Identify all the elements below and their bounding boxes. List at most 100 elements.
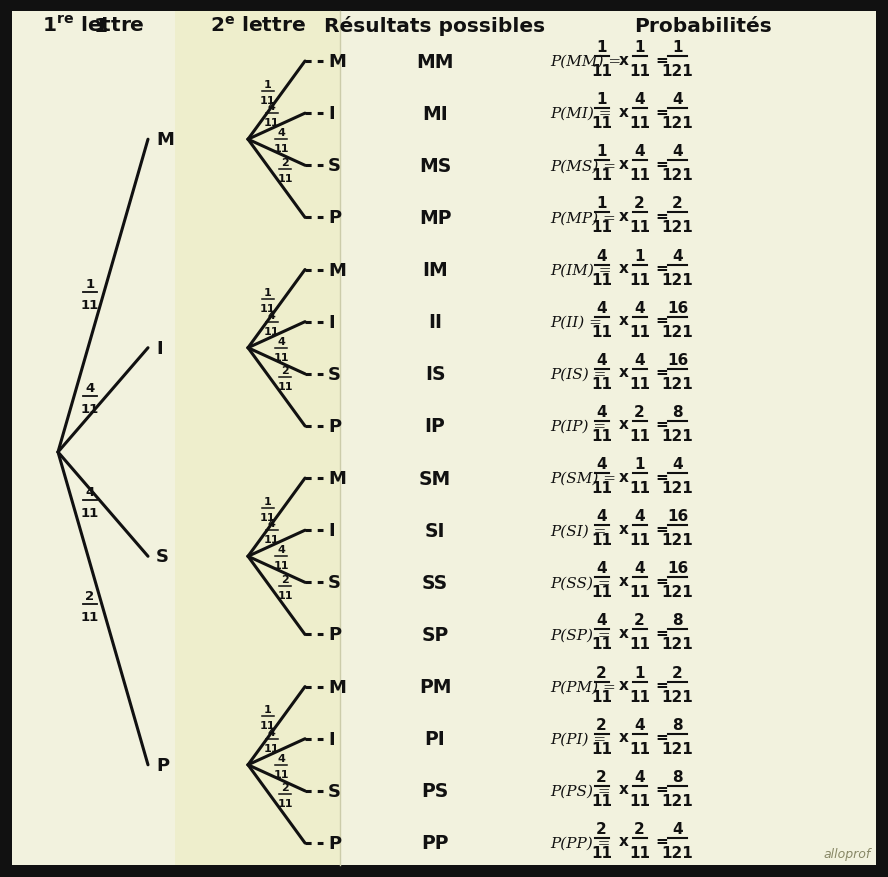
Text: 2: 2 [596, 821, 607, 836]
Text: 11: 11 [278, 381, 293, 392]
Text: 2: 2 [634, 821, 645, 836]
Text: P: P [328, 417, 341, 436]
Text: 4: 4 [634, 353, 645, 367]
Text: x: x [619, 521, 629, 536]
Text: 11: 11 [591, 793, 612, 808]
Text: P(MS) =: P(MS) = [550, 159, 621, 173]
Text: 2: 2 [281, 366, 289, 376]
Text: 121: 121 [662, 585, 694, 600]
Text: 4: 4 [672, 144, 683, 159]
Text: I: I [328, 105, 335, 123]
Text: MM: MM [416, 53, 454, 71]
Text: 1: 1 [634, 665, 645, 680]
Text: 11: 11 [629, 220, 650, 235]
Text: 11: 11 [629, 481, 650, 496]
Text: 4: 4 [634, 144, 645, 159]
Text: P(PS) =: P(PS) = [550, 784, 615, 798]
Text: 2: 2 [85, 589, 94, 602]
Text: 11: 11 [629, 845, 650, 860]
Text: x: x [619, 157, 629, 172]
Text: 4: 4 [634, 769, 645, 784]
Text: 11: 11 [274, 353, 289, 362]
Text: =: = [655, 574, 668, 588]
Text: 121: 121 [662, 220, 694, 235]
Text: x: x [619, 260, 629, 275]
Text: M: M [156, 131, 174, 149]
Text: 4: 4 [277, 753, 285, 763]
Text: IS: IS [424, 365, 445, 384]
Text: 11: 11 [278, 799, 293, 809]
Text: 2: 2 [672, 665, 683, 680]
Text: 2: 2 [634, 613, 645, 628]
Text: 16: 16 [667, 560, 688, 575]
Text: SM: SM [419, 469, 451, 488]
Text: x: x [619, 469, 629, 484]
Text: 2: 2 [634, 196, 645, 211]
Text: MI: MI [422, 104, 448, 124]
Text: 11: 11 [591, 116, 612, 131]
Text: 4: 4 [268, 310, 276, 320]
Text: M: M [328, 469, 345, 488]
Text: 4: 4 [268, 518, 276, 529]
Text: 11: 11 [629, 116, 650, 131]
Text: 1: 1 [597, 144, 607, 159]
Text: S: S [156, 547, 169, 566]
Text: 121: 121 [662, 481, 694, 496]
Text: 2: 2 [281, 574, 289, 584]
Text: 4: 4 [596, 509, 607, 524]
Text: 11: 11 [629, 324, 650, 339]
Bar [12, 12, 175, 865]
Text: S: S [328, 574, 341, 592]
Text: 11: 11 [274, 144, 289, 154]
Text: 4: 4 [596, 404, 607, 419]
Text: 16: 16 [667, 509, 688, 524]
Text: 1: 1 [264, 704, 272, 715]
Text: 8: 8 [672, 769, 683, 784]
Text: 11: 11 [264, 118, 280, 128]
Text: 2: 2 [596, 717, 607, 732]
Text: P(IP) =: P(IP) = [550, 419, 611, 433]
Text: 11: 11 [629, 272, 650, 287]
Text: P(SS) =: P(SS) = [550, 575, 615, 589]
Text: =: = [655, 53, 668, 68]
Text: P(SP) =: P(SP) = [550, 628, 615, 642]
Text: 121: 121 [662, 116, 694, 131]
Text: SS: SS [422, 574, 448, 592]
Text: 121: 121 [662, 272, 694, 287]
Text: 11: 11 [629, 376, 650, 391]
Text: 4: 4 [596, 300, 607, 316]
Text: 16: 16 [667, 300, 688, 316]
Text: =: = [655, 365, 668, 380]
Text: =: = [655, 521, 668, 536]
Text: 16: 16 [667, 353, 688, 367]
Text: 1: 1 [264, 288, 272, 298]
Text: 1: 1 [672, 40, 683, 55]
Text: 11: 11 [274, 769, 289, 779]
Text: =: = [655, 104, 668, 119]
Bar [340, 12, 530, 865]
Text: S: S [328, 782, 341, 800]
Text: 2: 2 [672, 196, 683, 211]
Text: $\mathbf{1^{re}}$ lettre: $\mathbf{1^{re}}$ lettre [42, 16, 145, 36]
Text: 11: 11 [591, 637, 612, 652]
Text: PI: PI [424, 730, 446, 748]
Text: 11: 11 [264, 535, 280, 545]
Text: S: S [328, 157, 341, 175]
Text: MS: MS [419, 157, 451, 175]
Text: 121: 121 [662, 845, 694, 860]
Text: 11: 11 [81, 403, 99, 416]
Text: 11: 11 [264, 743, 280, 753]
Text: 4: 4 [634, 717, 645, 732]
Text: =: = [655, 260, 668, 275]
Text: 11: 11 [591, 532, 612, 547]
Text: x: x [619, 625, 629, 640]
Text: 11: 11 [591, 741, 612, 756]
Text: M: M [328, 53, 345, 71]
Text: 121: 121 [662, 324, 694, 339]
Text: P(MP) =: P(MP) = [550, 211, 621, 225]
Text: x: x [619, 209, 629, 224]
Text: Résultats possibles: Résultats possibles [324, 16, 545, 36]
Text: 121: 121 [662, 688, 694, 704]
Text: 121: 121 [662, 793, 694, 808]
Text: =: = [655, 209, 668, 224]
